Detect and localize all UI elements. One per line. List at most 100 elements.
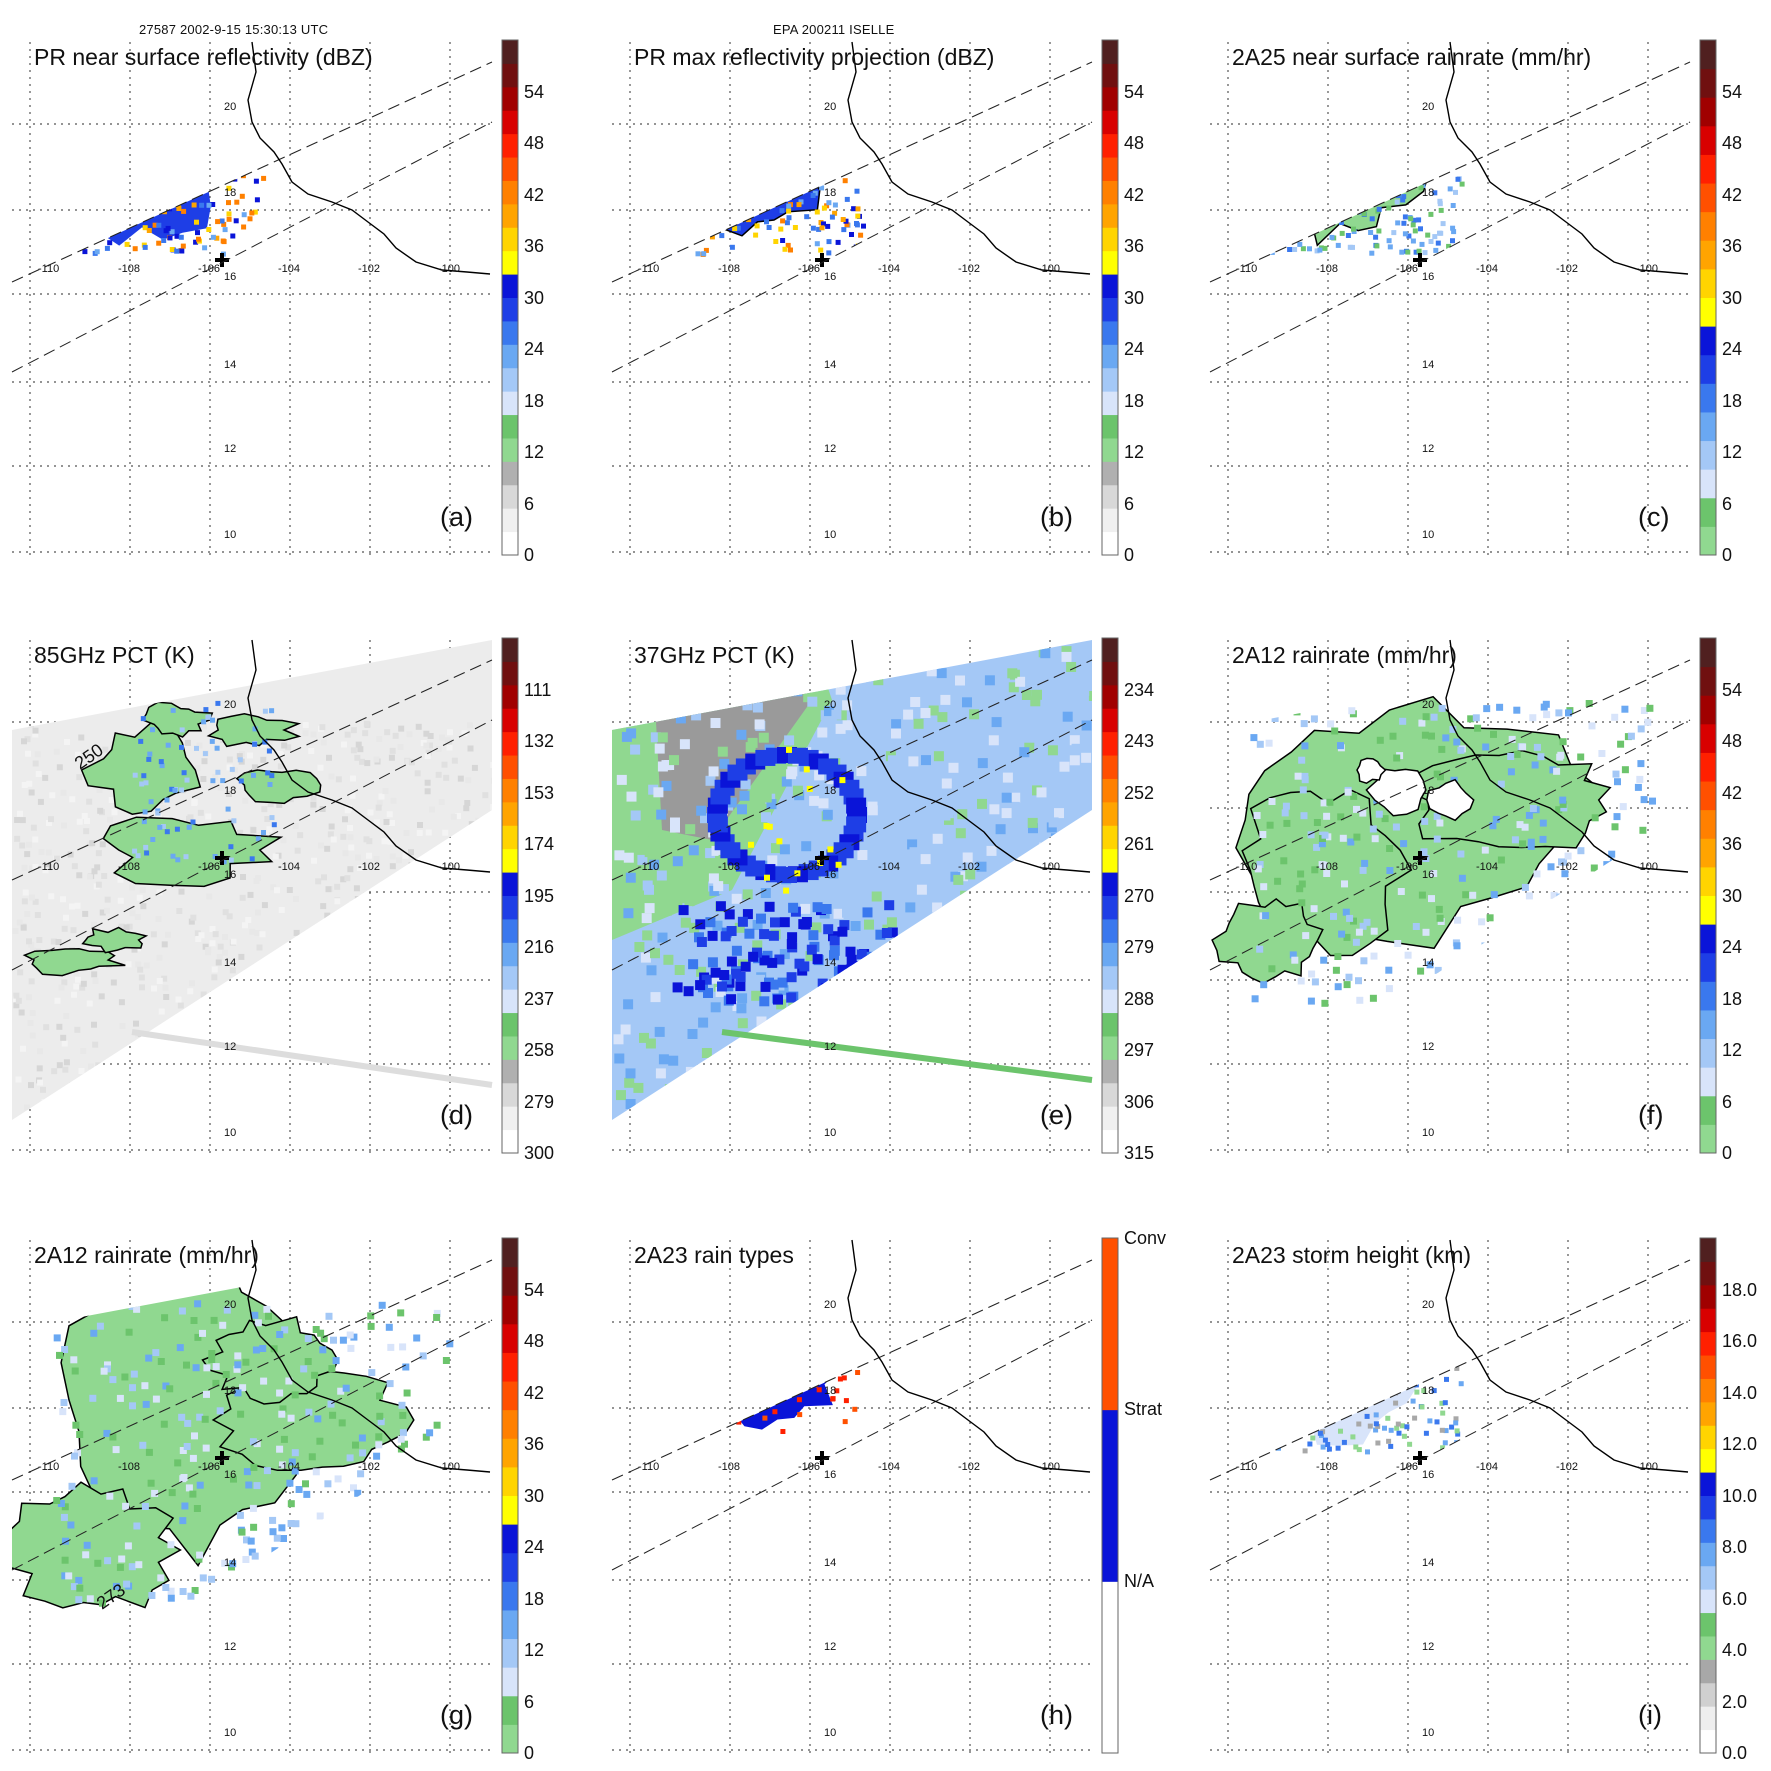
radar-pixel (433, 992, 440, 999)
radar-pixel (267, 801, 274, 808)
radar-pixel (442, 829, 449, 836)
radar-pixel (102, 746, 109, 753)
colorbar-tick-label: 195 (524, 885, 555, 906)
radar-pixel (408, 1495, 416, 1503)
colorbar-tick-label: 0 (1124, 545, 1135, 565)
radar-pixel (1291, 1301, 1297, 1307)
radar-pixel (126, 208, 132, 214)
radar-pixel (1088, 691, 1092, 701)
radar-pixel (412, 1491, 420, 1499)
radar-pixel (195, 1555, 203, 1563)
radar-pixel (82, 249, 88, 255)
radar-pixel (140, 716, 146, 722)
radar-pixel (828, 999, 839, 1009)
radar-pixel (625, 1068, 636, 1079)
radar-pixel (140, 903, 147, 910)
panel-title-h: 2A23 rain types (634, 1242, 794, 1268)
radar-pixel (820, 991, 831, 1002)
radar-pixel (209, 783, 216, 790)
radar-pixel (155, 810, 161, 816)
radar-pixel (746, 139, 752, 145)
radar-pixel (398, 1515, 406, 1523)
radar-pixel (818, 247, 824, 253)
lon-label: -104 (1476, 1461, 1498, 1473)
radar-pixel (748, 157, 754, 163)
colorbar-segment (1700, 1308, 1716, 1333)
colorbar-segment (1700, 781, 1716, 811)
colorbar-segment (1102, 414, 1118, 439)
radar-pixel (349, 900, 356, 907)
radar-pixel (334, 898, 341, 905)
radar-pixel (1281, 1431, 1286, 1437)
radar-pixel (1004, 955, 1015, 966)
radar-pixel (1328, 220, 1334, 226)
radar-pixel (1629, 852, 1637, 859)
radar-pixel (1377, 186, 1383, 191)
radar-pixel (1288, 1332, 1293, 1338)
radar-pixel (1377, 190, 1383, 196)
radar-pixel (286, 887, 293, 893)
radar-pixel (142, 244, 148, 250)
radar-pixel (266, 739, 273, 746)
radar-pixel (858, 102, 864, 108)
radar-pixel (64, 739, 70, 745)
radar-pixel (32, 731, 39, 738)
radar-pixel (329, 1036, 336, 1043)
colorbar-segment (1700, 1612, 1716, 1637)
radar-pixel (392, 1075, 399, 1082)
radar-pixel (259, 1014, 266, 1021)
radar-pixel (276, 1331, 284, 1338)
radar-pixel (1408, 216, 1414, 222)
radar-pixel (271, 822, 277, 828)
radar-pixel (60, 1034, 67, 1041)
colorbar-tick-label: 153 (524, 782, 555, 803)
radar-pixel (1422, 928, 1430, 936)
radar-pixel (178, 1413, 186, 1421)
radar-pixel (316, 1512, 324, 1520)
radar-pixel (464, 944, 471, 951)
colorbar-segment (1102, 508, 1118, 533)
radar-pixel (278, 1410, 286, 1418)
radar-pixel (699, 118, 705, 124)
lat-label: 20 (824, 1299, 836, 1311)
radar-pixel (883, 1055, 894, 1066)
colorbar-tick-label: 6 (1124, 493, 1135, 514)
colorbar-segment (1700, 1261, 1716, 1286)
radar-pixel (891, 719, 902, 730)
radar-pixel (415, 1495, 423, 1503)
radar-pixel (1307, 831, 1315, 839)
radar-pixel (1585, 700, 1593, 707)
radar-pixel (347, 1344, 355, 1352)
radar-pixel (256, 1096, 263, 1103)
colorbar-segment (1102, 708, 1118, 733)
radar-pixel (763, 823, 770, 829)
colorbar-segment (1700, 723, 1716, 753)
radar-pixel (183, 1443, 191, 1450)
radar-pixel (1300, 720, 1308, 728)
colorbar-segment (502, 895, 518, 920)
radar-pixel (685, 824, 696, 835)
colorbar-segment (1102, 344, 1118, 369)
colorbar-segment (1700, 354, 1716, 384)
radar-pixel (458, 968, 465, 975)
lat-label: 20 (1422, 699, 1434, 711)
radar-pixel (848, 655, 859, 666)
radar-pixel (253, 878, 260, 885)
radar-pixel (156, 889, 163, 896)
radar-pixel (1250, 734, 1258, 742)
radar-pixel (50, 938, 57, 945)
radar-pixel (264, 994, 271, 1001)
radar-pixel (642, 880, 653, 891)
radar-pixel (278, 906, 285, 913)
radar-pixel (770, 917, 780, 928)
radar-pixel (829, 650, 840, 660)
radar-pixel (339, 954, 346, 961)
radar-pixel (1362, 118, 1368, 124)
panel-title-d: 85GHz PCT (K) (34, 642, 195, 668)
radar-pixel (754, 174, 760, 180)
radar-pixel (1420, 803, 1428, 811)
radar-pixel (712, 920, 723, 931)
radar-pixel (768, 199, 774, 205)
radar-pixel (1565, 709, 1572, 717)
